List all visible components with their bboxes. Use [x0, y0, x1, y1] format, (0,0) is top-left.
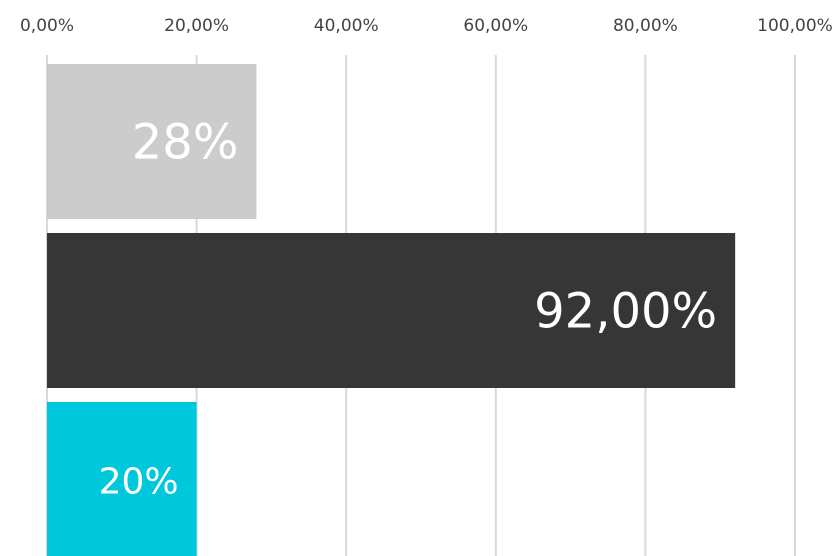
x-tick-label: 40,00%	[314, 16, 379, 36]
x-tick-label: 60,00%	[463, 16, 528, 36]
bar	[47, 233, 736, 388]
x-tick-label: 100,00%	[757, 16, 833, 36]
bar	[47, 64, 257, 219]
x-tick-label: 20,00%	[164, 16, 229, 36]
data-label: 20%	[99, 462, 179, 503]
data-label: 92,00%	[534, 284, 717, 340]
bar	[47, 402, 197, 556]
x-tick-label: 0,00%	[20, 16, 74, 36]
x-tick-label: 80,00%	[613, 16, 678, 36]
data-label: 28%	[132, 115, 239, 171]
